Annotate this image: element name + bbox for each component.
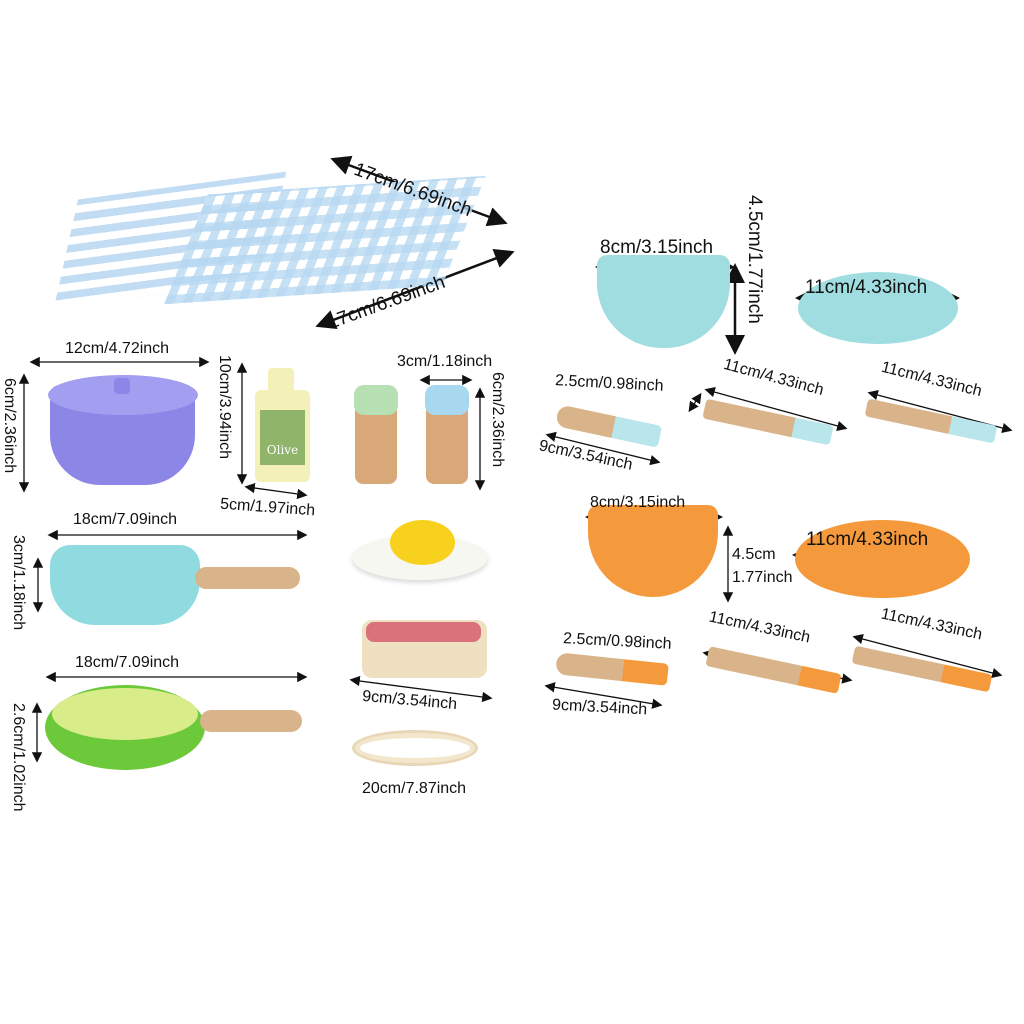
frying-pan-length-dimension: 18cm/7.09inch bbox=[75, 654, 180, 671]
blue-spoon bbox=[554, 404, 663, 448]
orange-fork-length-dimension: 11cm/4.33inch bbox=[879, 605, 984, 644]
orange-bowl-height-inch: 1.77inch bbox=[732, 569, 793, 586]
blue-plate-width-dimension: 11cm/4.33inch bbox=[805, 277, 928, 298]
orange-fork bbox=[851, 645, 993, 693]
blue-fork bbox=[864, 398, 998, 444]
pot-width-dimension: 12cm/4.72inch bbox=[65, 340, 170, 357]
oil-cap bbox=[268, 368, 294, 393]
olive-label-text: Olive bbox=[266, 443, 299, 457]
blue-fork-length-dimension: 11cm/4.33inch bbox=[879, 358, 984, 401]
olive-label: Olive bbox=[260, 410, 305, 465]
steak-meat bbox=[366, 622, 481, 642]
frying-pan-height-dimension: 2.6cm/1.02inch bbox=[10, 703, 27, 812]
blue-knife-length-dimension: 11cm/4.33inch bbox=[721, 355, 826, 400]
blue-spoon-length-dimension: 9cm/3.54inch bbox=[537, 437, 635, 474]
toy-noodles bbox=[352, 730, 478, 766]
egg-yolk bbox=[390, 520, 455, 565]
blue-spoon-width-dimension: 2.5cm/0.98inch bbox=[554, 372, 664, 395]
oil-width-dimension: 5cm/1.97inch bbox=[219, 495, 316, 520]
orange-plate-width-dimension: 11cm/4.33inch bbox=[806, 529, 929, 550]
pepper-cap bbox=[425, 385, 469, 415]
blue-bowl-height-dimension: 4.5cm/1.77inch bbox=[744, 195, 765, 324]
orange-bowl-height-cm: 4.5cm bbox=[732, 546, 776, 563]
oil-height-dimension: 10cm/3.94inch bbox=[216, 355, 233, 460]
saucepan-handle bbox=[195, 567, 300, 589]
orange-bowl-width-dimension: 8cm/3.15inch bbox=[590, 494, 686, 511]
salt-cap bbox=[354, 385, 398, 415]
orange-knife-length-dimension: 11cm/4.33inch bbox=[707, 608, 812, 647]
orange-plate bbox=[795, 520, 970, 598]
pot-height-dimension: 6cm/2.36inch bbox=[1, 378, 18, 474]
noodle-length-dimension: 20cm/7.87inch bbox=[362, 780, 467, 797]
saucepan-length-dimension: 18cm/7.09inch bbox=[73, 511, 178, 528]
orange-spoon-width-dimension: 2.5cm/0.98inch bbox=[562, 630, 672, 653]
saucepan-height-dimension: 3cm/1.18inch bbox=[10, 535, 27, 631]
orange-bowl bbox=[588, 505, 718, 597]
shaker-height-dimension: 6cm/2.36inch bbox=[489, 372, 506, 468]
pot-knob bbox=[114, 378, 130, 394]
saucepan bbox=[50, 545, 200, 625]
frying-pan-inner bbox=[52, 688, 198, 740]
orange-knife bbox=[705, 646, 842, 694]
steak-width-dimension: 9cm/3.54inch bbox=[361, 687, 458, 714]
blue-plate bbox=[798, 272, 958, 344]
orange-spoon-length-dimension: 9cm/3.54inch bbox=[551, 696, 648, 719]
blue-bowl bbox=[597, 255, 730, 348]
blue-knife bbox=[702, 398, 834, 446]
blue-bowl-width-dimension: 8cm/3.15inch bbox=[600, 237, 714, 258]
orange-spoon bbox=[555, 652, 669, 686]
shaker-width-dimension: 3cm/1.18inch bbox=[397, 353, 493, 370]
frying-pan-handle bbox=[200, 710, 302, 732]
